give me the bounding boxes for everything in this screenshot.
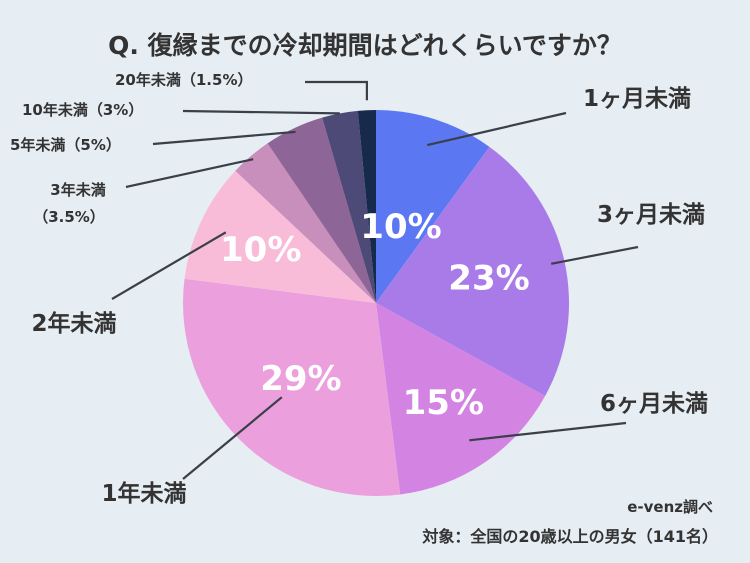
chart-title: Q. 復縁までの冷却期間はどれくらいですか？ (108, 31, 622, 60)
slice-category-label: 3ヶ月未満 (597, 202, 705, 228)
slice-category-label: 1年未満 (101, 480, 186, 507)
leader-lines (111, 80, 639, 480)
pie-slices (182, 110, 570, 497)
slice-value-label: 15% (403, 383, 484, 423)
leader-line (152, 130, 296, 146)
pie-slice (235, 143, 376, 303)
slice-category-label: 20年未満（1.5%） (115, 71, 252, 89)
slice-category-label: 2年未満 (31, 310, 116, 337)
slice-category-label: 1ヶ月未満 (583, 86, 691, 112)
leader-line (305, 80, 368, 101)
leader-line (182, 396, 283, 480)
leader-line (182, 109, 340, 115)
pie-slice (376, 110, 490, 303)
leader-line (125, 158, 254, 189)
pie-slice (184, 170, 376, 303)
slice-category-label: 6ヶ月未満 (600, 391, 708, 417)
leader-line (427, 111, 567, 147)
slice-value-label: 29% (260, 359, 341, 399)
slice-category-label: 5年未満（5%） (10, 136, 121, 154)
slice-category-label: 3年未満 (50, 181, 105, 199)
leader-line (111, 231, 227, 300)
leader-line (550, 245, 639, 265)
pie-slice (376, 303, 546, 495)
pie-slice (357, 110, 376, 303)
slice-category-label: （3.5%） (33, 208, 105, 226)
slice-value-label: 10% (360, 207, 441, 247)
pie-slice (322, 110, 376, 303)
slice-labels: 10% 1ヶ月未満 23% 3ヶ月未満 15% 6ヶ月未満 29% 1年未満 10% 2年未満 3年… (10, 71, 708, 507)
slice-value-label: 23% (448, 259, 529, 299)
slice-value-label: 10% (220, 230, 301, 270)
source-note: e-venz調べ (627, 498, 713, 516)
pie-slice (267, 117, 376, 303)
pie-slice (376, 146, 570, 396)
pie-slice (182, 278, 401, 497)
slice-category-label: 10年未満（3%） (22, 101, 143, 119)
leader-line (469, 421, 627, 442)
survey-note: 対象：全国の20歳以上の男女（141名） (421, 527, 718, 546)
